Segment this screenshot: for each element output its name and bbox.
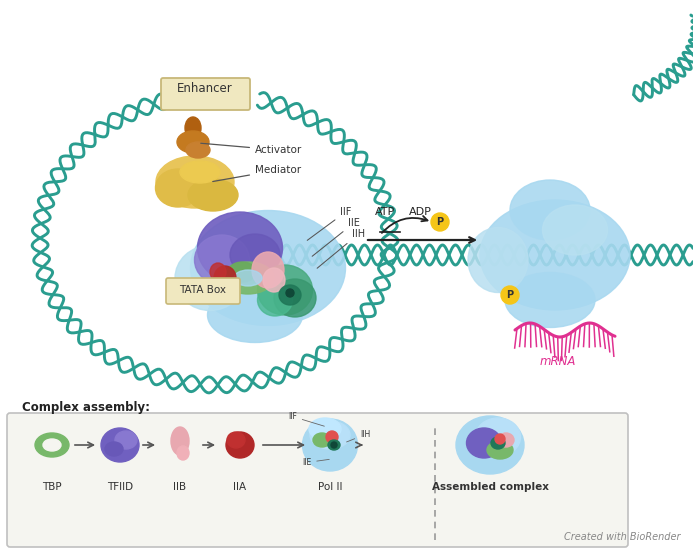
Ellipse shape (475, 418, 520, 456)
Ellipse shape (263, 268, 285, 292)
Ellipse shape (543, 205, 608, 255)
Text: Activator: Activator (201, 143, 302, 155)
Text: IIH: IIH (346, 430, 370, 442)
Circle shape (431, 213, 449, 231)
Ellipse shape (175, 245, 245, 310)
Ellipse shape (43, 439, 61, 451)
Ellipse shape (491, 437, 505, 449)
Ellipse shape (303, 419, 358, 471)
Ellipse shape (195, 235, 249, 285)
Text: P: P (507, 290, 514, 300)
Ellipse shape (309, 418, 341, 440)
Ellipse shape (505, 273, 595, 327)
Ellipse shape (171, 427, 189, 455)
Ellipse shape (258, 284, 292, 316)
FancyBboxPatch shape (166, 278, 240, 304)
FancyBboxPatch shape (7, 413, 628, 547)
Ellipse shape (228, 262, 256, 282)
Ellipse shape (191, 211, 346, 326)
Text: Mediator: Mediator (213, 165, 301, 182)
Text: IIB: IIB (173, 482, 186, 492)
Ellipse shape (252, 252, 284, 288)
Ellipse shape (186, 142, 210, 158)
Ellipse shape (226, 432, 254, 458)
Ellipse shape (188, 179, 238, 211)
Ellipse shape (510, 180, 590, 240)
Text: IIF: IIF (288, 412, 324, 426)
Text: IIE: IIE (302, 458, 329, 467)
Text: IIH: IIH (317, 229, 365, 268)
Ellipse shape (105, 442, 123, 456)
Text: Created with BioRender: Created with BioRender (563, 532, 680, 542)
Text: TATA Box: TATA Box (179, 285, 227, 295)
FancyBboxPatch shape (161, 78, 250, 110)
Ellipse shape (279, 285, 301, 305)
Text: TBP: TBP (42, 482, 62, 492)
Ellipse shape (328, 440, 340, 450)
Ellipse shape (180, 161, 220, 183)
Ellipse shape (456, 416, 524, 474)
Ellipse shape (274, 279, 316, 317)
Ellipse shape (177, 131, 209, 153)
Ellipse shape (177, 446, 189, 460)
Circle shape (326, 431, 338, 443)
Circle shape (286, 289, 294, 297)
Circle shape (331, 442, 337, 448)
Ellipse shape (207, 288, 303, 342)
Ellipse shape (227, 432, 245, 448)
Ellipse shape (230, 234, 280, 276)
Ellipse shape (198, 212, 283, 284)
Ellipse shape (234, 270, 262, 286)
Ellipse shape (156, 156, 234, 208)
Text: TFIID: TFIID (107, 482, 133, 492)
Text: IIF: IIF (307, 207, 351, 240)
Ellipse shape (185, 117, 201, 139)
Ellipse shape (35, 433, 69, 457)
Ellipse shape (487, 441, 513, 459)
Ellipse shape (101, 428, 139, 462)
Ellipse shape (210, 263, 226, 281)
Ellipse shape (214, 266, 236, 290)
Text: IIA: IIA (234, 482, 247, 492)
Ellipse shape (155, 169, 200, 207)
Text: ATP: ATP (375, 207, 395, 217)
Text: Complex assembly:: Complex assembly: (22, 402, 150, 414)
Text: mRNA: mRNA (540, 355, 576, 368)
Ellipse shape (258, 265, 313, 315)
Ellipse shape (310, 421, 350, 449)
Ellipse shape (468, 228, 528, 293)
Ellipse shape (115, 431, 137, 449)
Text: Enhancer: Enhancer (177, 82, 233, 95)
Ellipse shape (480, 200, 630, 310)
Text: Assembled complex: Assembled complex (432, 482, 548, 492)
Circle shape (501, 286, 519, 304)
Text: Pol II: Pol II (318, 482, 342, 492)
Text: P: P (437, 217, 444, 227)
Text: IIE: IIE (312, 218, 360, 257)
Circle shape (495, 434, 505, 444)
Ellipse shape (313, 433, 331, 447)
Ellipse shape (498, 433, 514, 447)
Ellipse shape (222, 262, 274, 294)
Text: ADP: ADP (409, 207, 432, 217)
Ellipse shape (466, 428, 502, 458)
